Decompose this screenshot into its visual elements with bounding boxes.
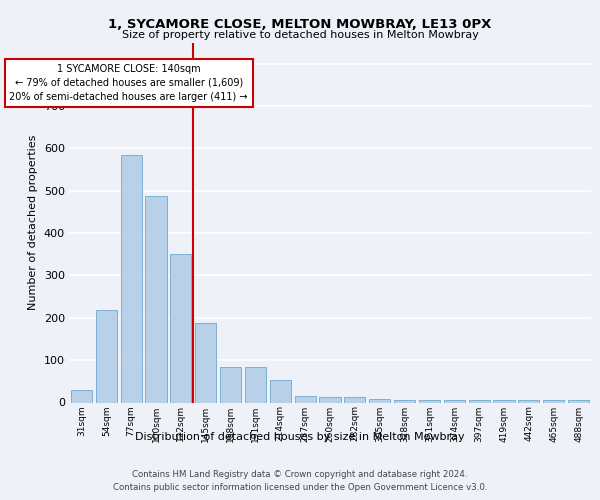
Bar — [170, 254, 191, 402]
Text: Size of property relative to detached houses in Melton Mowbray: Size of property relative to detached ho… — [122, 30, 478, 40]
Bar — [71, 390, 92, 402]
Bar — [121, 154, 142, 402]
Bar — [518, 400, 539, 402]
Y-axis label: Number of detached properties: Number of detached properties — [28, 135, 38, 310]
Bar — [419, 400, 440, 402]
Text: Contains public sector information licensed under the Open Government Licence v3: Contains public sector information licen… — [113, 484, 487, 492]
Bar — [469, 400, 490, 402]
Bar — [245, 368, 266, 402]
Text: 1, SYCAMORE CLOSE, MELTON MOWBRAY, LE13 0PX: 1, SYCAMORE CLOSE, MELTON MOWBRAY, LE13 … — [109, 18, 491, 30]
Bar — [295, 396, 316, 402]
Bar — [270, 380, 291, 402]
Bar — [145, 196, 167, 402]
Text: Contains HM Land Registry data © Crown copyright and database right 2024.: Contains HM Land Registry data © Crown c… — [132, 470, 468, 479]
Bar — [394, 400, 415, 402]
Bar — [493, 400, 515, 402]
Bar — [344, 397, 365, 402]
Bar — [444, 400, 465, 402]
Text: 1 SYCAMORE CLOSE: 140sqm
← 79% of detached houses are smaller (1,609)
20% of sem: 1 SYCAMORE CLOSE: 140sqm ← 79% of detach… — [10, 64, 248, 102]
Bar — [220, 368, 241, 402]
Bar — [543, 400, 564, 402]
Bar — [96, 310, 117, 402]
Text: Distribution of detached houses by size in Melton Mowbray: Distribution of detached houses by size … — [135, 432, 465, 442]
Bar — [195, 323, 216, 402]
Bar — [319, 397, 341, 402]
Bar — [568, 400, 589, 402]
Bar — [369, 399, 390, 402]
